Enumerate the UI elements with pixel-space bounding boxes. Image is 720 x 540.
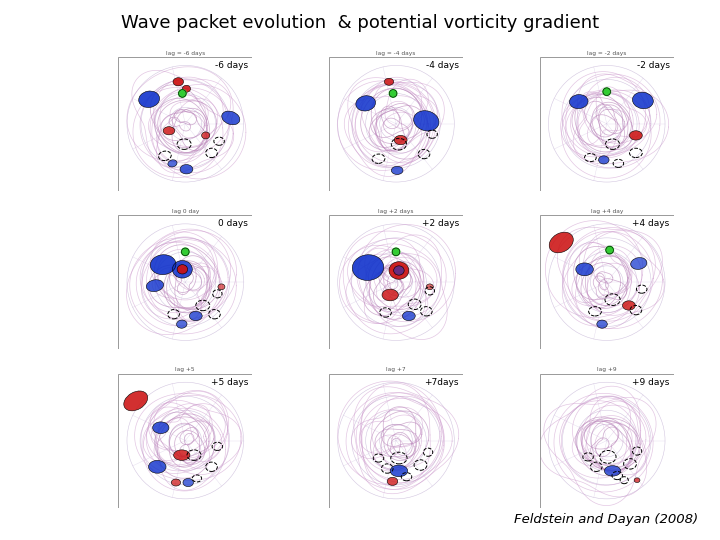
Ellipse shape (598, 156, 609, 164)
Circle shape (179, 90, 186, 97)
Ellipse shape (180, 165, 193, 174)
Text: Wave packet evolution  & potential vorticity gradient: Wave packet evolution & potential vortic… (121, 14, 599, 31)
Ellipse shape (352, 255, 384, 280)
Text: +9 days: +9 days (632, 377, 670, 387)
Circle shape (181, 248, 189, 255)
Ellipse shape (356, 96, 376, 111)
Title: lag = -4 days: lag = -4 days (377, 51, 415, 56)
Text: +2 days: +2 days (422, 219, 459, 228)
Ellipse shape (631, 258, 647, 269)
Ellipse shape (632, 92, 653, 109)
Ellipse shape (148, 461, 166, 473)
Ellipse shape (576, 263, 593, 276)
Title: lag +7: lag +7 (386, 367, 406, 373)
Circle shape (390, 90, 397, 97)
Ellipse shape (171, 479, 181, 486)
Text: Feldstein and Dayan (2008): Feldstein and Dayan (2008) (514, 514, 698, 526)
Ellipse shape (139, 91, 160, 107)
Title: lag = -6 days: lag = -6 days (166, 51, 205, 56)
Ellipse shape (183, 478, 194, 487)
Ellipse shape (124, 391, 148, 411)
Ellipse shape (392, 166, 403, 174)
Text: -4 days: -4 days (426, 60, 459, 70)
Title: lag +4 day: lag +4 day (590, 209, 623, 214)
Ellipse shape (382, 289, 398, 301)
Text: +4 days: +4 days (632, 219, 670, 228)
Ellipse shape (384, 78, 394, 85)
Ellipse shape (414, 111, 439, 131)
Ellipse shape (176, 320, 187, 328)
Ellipse shape (218, 284, 225, 290)
Title: lag +5: lag +5 (176, 367, 195, 373)
Ellipse shape (623, 301, 635, 310)
Circle shape (606, 246, 613, 254)
Ellipse shape (173, 78, 184, 86)
Ellipse shape (389, 262, 409, 279)
Ellipse shape (163, 127, 175, 135)
Ellipse shape (173, 261, 192, 278)
Text: -2 days: -2 days (636, 60, 670, 70)
Ellipse shape (153, 422, 169, 434)
Circle shape (603, 88, 611, 96)
Ellipse shape (394, 266, 404, 275)
Ellipse shape (549, 232, 573, 253)
Ellipse shape (390, 465, 408, 477)
Ellipse shape (202, 132, 210, 139)
Title: lag +9: lag +9 (597, 367, 616, 373)
Ellipse shape (426, 284, 433, 290)
Ellipse shape (222, 111, 240, 125)
Ellipse shape (387, 477, 397, 485)
Ellipse shape (182, 85, 191, 92)
Text: -6 days: -6 days (215, 60, 248, 70)
Ellipse shape (150, 255, 176, 275)
Ellipse shape (146, 280, 163, 292)
Circle shape (392, 248, 400, 255)
Ellipse shape (177, 265, 188, 274)
Title: lag = -2 days: lag = -2 days (587, 51, 626, 56)
Ellipse shape (402, 311, 415, 321)
Ellipse shape (570, 94, 588, 109)
Ellipse shape (168, 160, 177, 167)
Ellipse shape (395, 136, 407, 145)
Title: lag +2 days: lag +2 days (378, 209, 414, 214)
Title: lag 0 day: lag 0 day (171, 209, 199, 214)
Ellipse shape (597, 320, 607, 328)
Ellipse shape (174, 450, 190, 461)
Ellipse shape (634, 478, 640, 483)
Text: 0 days: 0 days (218, 219, 248, 228)
Text: +7days: +7days (425, 377, 459, 387)
Ellipse shape (629, 131, 642, 140)
Ellipse shape (604, 465, 621, 476)
Text: +5 days: +5 days (211, 377, 248, 387)
Ellipse shape (189, 311, 202, 321)
